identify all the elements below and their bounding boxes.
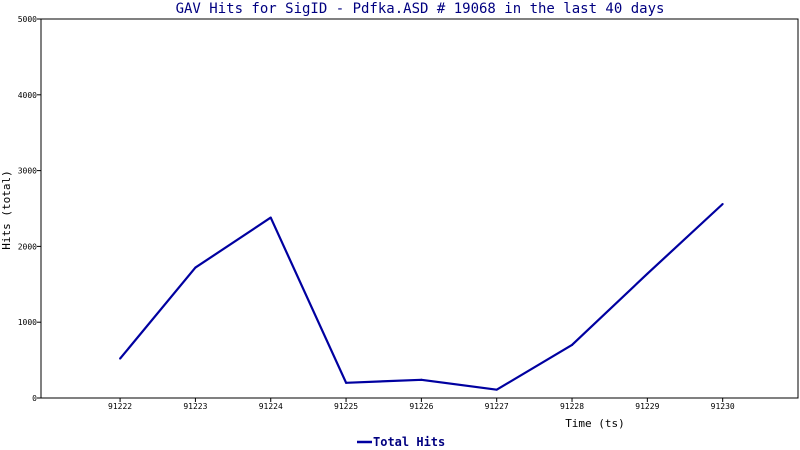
x-tick-label: 91228 xyxy=(560,402,584,411)
data-point xyxy=(194,266,197,269)
data-point xyxy=(721,202,724,205)
x-tick-label: 91226 xyxy=(409,402,433,411)
data-point xyxy=(420,378,423,381)
x-axis-ticks: 91222 91223 91224 91225 91226 91227 91228 91229… xyxy=(108,398,735,411)
x-axis-label: Time (ts) xyxy=(565,417,625,430)
data-point xyxy=(345,381,348,384)
legend-label: Total Hits xyxy=(373,435,445,449)
y-axis-ticks: 0 1000 2000 3000 4000 5000 xyxy=(18,15,41,403)
y-tick-label: 4000 xyxy=(18,91,37,100)
x-tick-label: 91224 xyxy=(259,402,283,411)
y-tick-label: 2000 xyxy=(18,242,37,251)
x-tick-label: 91225 xyxy=(334,402,358,411)
y-axis-label: Hits (total) xyxy=(0,170,13,249)
series-group xyxy=(119,202,724,391)
data-point xyxy=(269,216,272,219)
x-tick-label: 91222 xyxy=(108,402,132,411)
series-line-total-hits xyxy=(119,203,724,391)
x-tick-label: 91229 xyxy=(635,402,659,411)
data-point xyxy=(571,343,574,346)
chart-title: GAV Hits for SigID - Pdfka.ASD # 19068 i… xyxy=(176,1,665,17)
plot-frame xyxy=(40,18,799,399)
y-tick-label: 3000 xyxy=(18,167,37,176)
x-tick-label: 91230 xyxy=(711,402,735,411)
y-tick-label: 0 xyxy=(32,394,37,403)
y-tick-label: 5000 xyxy=(18,15,37,24)
data-point xyxy=(495,388,498,391)
y-tick-label: 1000 xyxy=(18,318,37,327)
data-point xyxy=(646,272,649,275)
data-point xyxy=(119,357,122,360)
x-tick-label: 91223 xyxy=(183,402,207,411)
legend: Total Hits xyxy=(357,435,445,449)
x-tick-label: 91227 xyxy=(485,402,509,411)
